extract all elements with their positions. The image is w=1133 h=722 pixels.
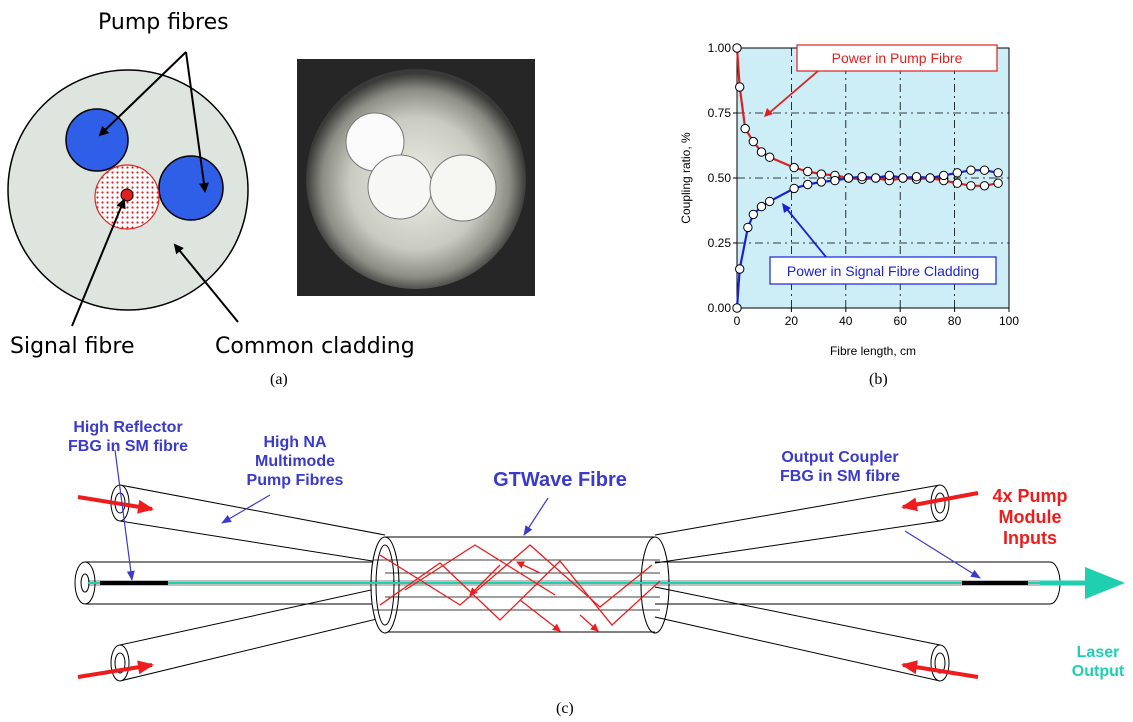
- gtwave-fibre-label: GTWave Fibre: [493, 469, 627, 491]
- pump-input-arrow: [77, 660, 154, 679]
- x-tick-label: 40: [839, 314, 853, 328]
- series-points: [732, 43, 1003, 313]
- pump-fibre-left: [65, 108, 129, 172]
- data-point: [952, 168, 963, 178]
- legend-pump-box: [796, 44, 998, 72]
- data-point: [911, 172, 922, 182]
- y-axis-label: Coupling ratio, %: [679, 132, 693, 224]
- data-point: [979, 165, 990, 175]
- data-point: [993, 168, 1003, 178]
- y-tick-label: 0.25: [708, 236, 732, 250]
- common-cladding-label: Common cladding: [215, 334, 415, 359]
- x-tick-label: 20: [785, 314, 799, 328]
- data-point: [756, 147, 767, 157]
- pump-inputs-label: 4x Pump Module Inputs: [992, 486, 1068, 548]
- fibre-end-face-photo: [297, 59, 535, 296]
- data-point: [735, 264, 745, 274]
- data-point: [748, 136, 759, 147]
- legend-signal-pointer: [785, 207, 827, 258]
- legend-signal-text: Power in Signal Fibre Cladding: [787, 263, 979, 279]
- data-point: [803, 179, 813, 190]
- pump-fibre-right: [158, 155, 224, 221]
- data-point: [803, 166, 813, 177]
- fibre-laser-schematic: [74, 449, 1125, 682]
- series-line-1: [735, 169, 999, 309]
- legend-pump-text: Power in Pump Fibre: [832, 50, 963, 66]
- x-tick-label: 80: [948, 314, 962, 328]
- pump-input-arrow: [77, 495, 154, 514]
- signal-fibre-core: [120, 188, 134, 202]
- data-point: [884, 170, 895, 181]
- data-point: [925, 173, 935, 183]
- y-tick-label: 0.75: [708, 106, 732, 120]
- x-axis-label: Fibre length, cm: [830, 344, 916, 358]
- legend-pump-pointer: [767, 70, 819, 115]
- pump-fibres-c-label: High NA Multimode Pump Fibres: [246, 434, 344, 489]
- pump-input-arrow: [901, 660, 979, 679]
- coupling-ratio-chart: 0 20 40 60 80 100 0.00 0.25 0.50 0.75 1.00 Fibre l…: [679, 41, 1020, 358]
- series-line-0: [735, 47, 999, 187]
- caption-b: (b): [869, 371, 888, 388]
- series-lines: [735, 47, 999, 309]
- data-point: [952, 178, 963, 188]
- data-point: [871, 173, 881, 183]
- data-point: [748, 209, 759, 220]
- data-point: [830, 175, 840, 186]
- data-point: [789, 162, 799, 173]
- data-point: [764, 152, 775, 162]
- data-point: [743, 222, 753, 233]
- data-point: [966, 165, 976, 175]
- data-point: [732, 43, 742, 53]
- x-tick-label: 60: [894, 314, 908, 328]
- signal-fibre-label: Signal fibre: [10, 334, 135, 359]
- data-point: [816, 169, 827, 179]
- x-tick-label: 100: [999, 314, 1019, 328]
- data-point: [993, 178, 1003, 188]
- data-point: [939, 170, 949, 181]
- y-tick-label: 1.00: [708, 41, 732, 55]
- data-point: [732, 303, 742, 313]
- data-point: [740, 123, 750, 134]
- output-coupler-label: Output Coupler FBG in SM fibre: [780, 449, 900, 485]
- data-point: [756, 201, 767, 212]
- data-point: [979, 181, 990, 191]
- pump-ray-paths: [379, 544, 653, 608]
- data-point: [857, 172, 867, 182]
- data-point: [966, 181, 976, 191]
- data-point: [764, 196, 775, 207]
- data-point: [735, 82, 745, 92]
- data-point: [789, 183, 799, 194]
- x-tick-label: 0: [734, 314, 741, 328]
- laser-output-label: Laser Output: [1071, 644, 1125, 680]
- caption-a: (a): [270, 371, 288, 388]
- y-tick-label: 0.50: [708, 171, 732, 185]
- caption-c: (c): [556, 700, 574, 717]
- y-tick-label: 0.00: [708, 301, 732, 315]
- data-point: [843, 173, 854, 183]
- data-point: [816, 177, 827, 187]
- pump-input-arrow: [901, 491, 979, 512]
- data-point: [898, 173, 908, 183]
- legend-signal-box: [769, 256, 997, 285]
- axis-ticks: 0 20 40 60 80 100 0.00 0.25 0.50 0.75 1.00: [708, 41, 1020, 328]
- pump-fibres-label: Pump fibres: [98, 10, 229, 35]
- cross-section-diagram: [7, 51, 249, 327]
- high-reflector-label: High Reflector FBG in SM fibre: [68, 419, 188, 455]
